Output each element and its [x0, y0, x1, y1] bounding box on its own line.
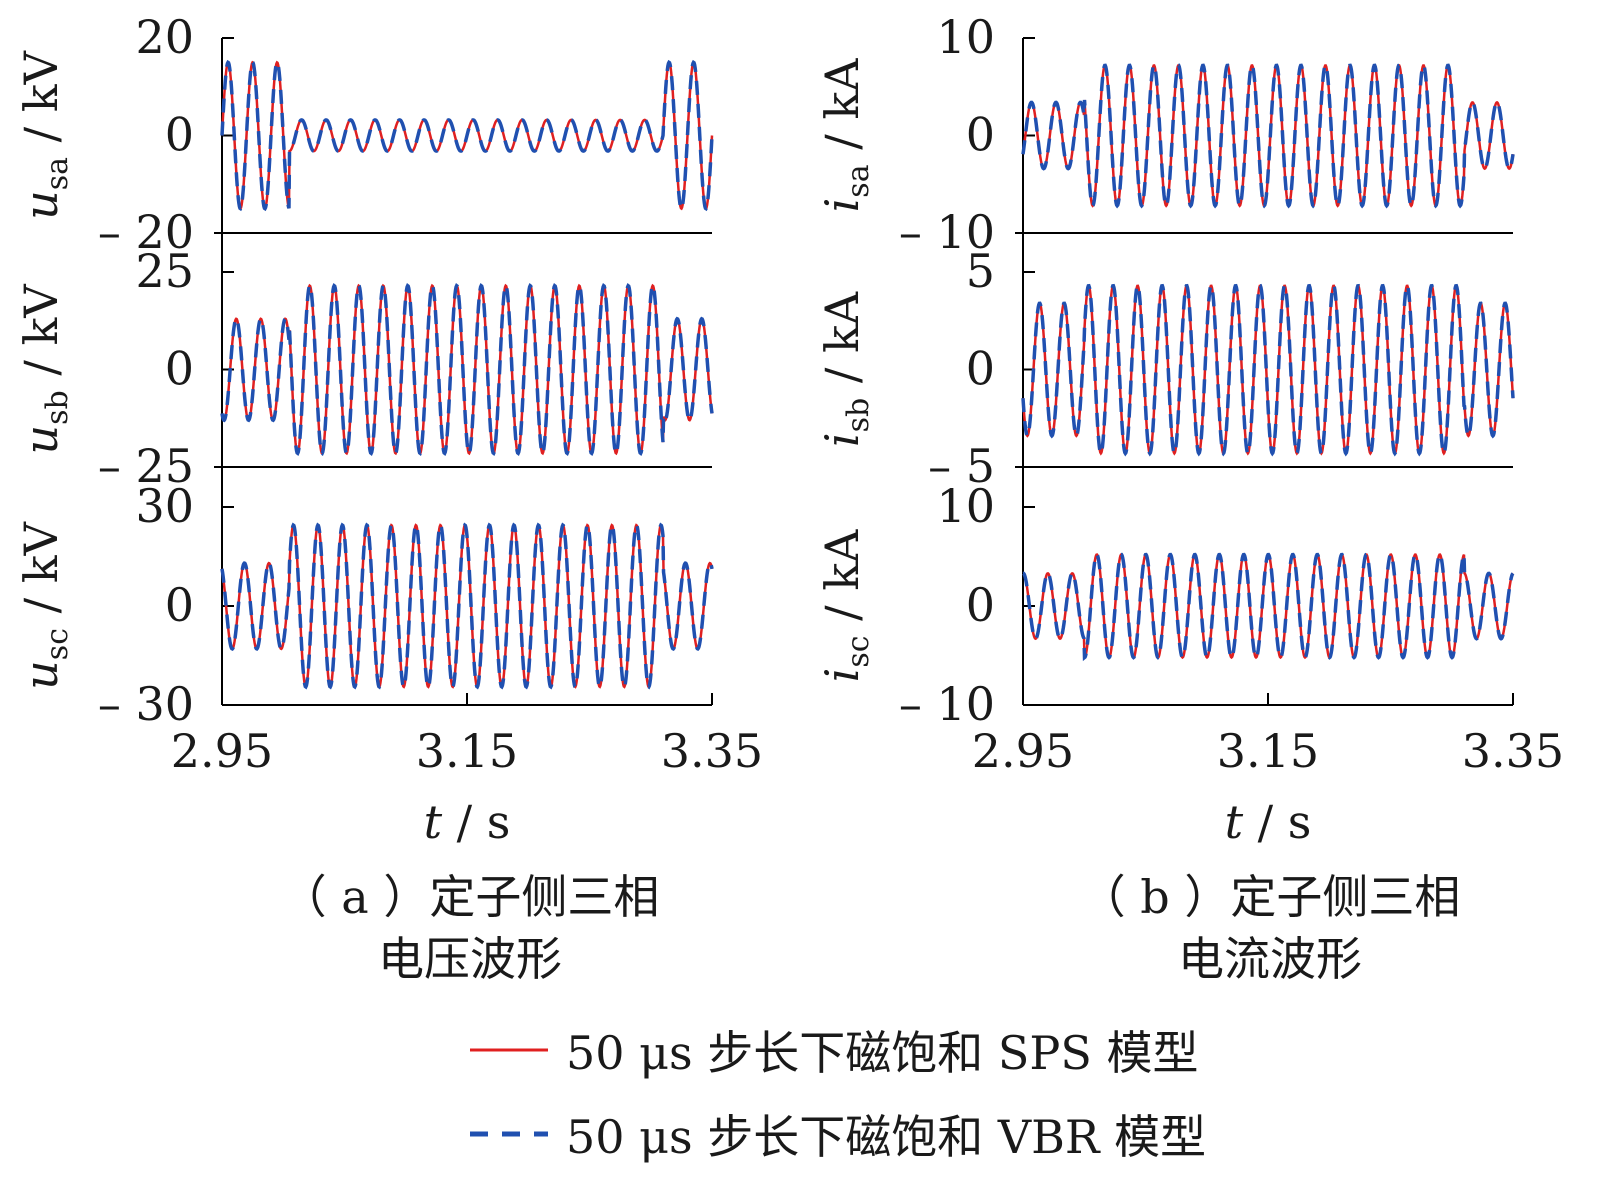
y-tick-label-b-0-2: – 10 — [899, 205, 995, 259]
caption-b-line1: （ b ）定子侧三相 — [1079, 870, 1461, 924]
series-sps-b-2 — [1022, 553, 1514, 661]
caption-b: （ b ）定子侧三相 电流波形 — [1020, 866, 1520, 990]
legend-item-vbr: 50 μs 步长下磁饱和 VBR 模型 — [470, 1104, 1206, 1164]
series-sps-b-0 — [1021, 64, 1515, 208]
x-tick-label-a-2: 3.35 — [661, 724, 763, 778]
y-tick-label-b-2-0: 10 — [936, 479, 995, 533]
legend-label-sps: 50 μs 步长下磁饱和 SPS 模型 — [566, 1026, 1199, 1080]
y-axis-label-a-1: usb / kV — [14, 284, 75, 455]
series-vbr-b-1 — [1021, 283, 1515, 457]
y-tick-label-a-0-1: 0 — [165, 108, 194, 162]
y-tick-label-a-2-2: – 30 — [98, 677, 194, 731]
x-tick-label-a-0: 2.95 — [171, 724, 273, 778]
legend-label-vbr: 50 μs 步长下磁饱和 VBR 模型 — [566, 1110, 1207, 1164]
y-tick-label-a-1-0: 25 — [135, 244, 194, 298]
y-axis-label-b-1: isb / kA — [815, 291, 876, 447]
caption-a: （ a ）定子侧三相 电压波形 — [220, 866, 720, 990]
y-tick-label-a-2-0: 30 — [135, 479, 194, 533]
series-vbr-a-0 — [220, 59, 714, 212]
series-vbr-a-2 — [220, 522, 714, 690]
y-tick-label-b-2-1: 0 — [966, 578, 995, 632]
x-axis-label-b: t / s — [1225, 795, 1312, 849]
y-tick-label-a-1-1: 0 — [165, 342, 194, 396]
x-tick-label-b-2: 3.35 — [1462, 724, 1564, 778]
series-vbr-a-1 — [220, 282, 714, 457]
y-tick-label-b-1-0: 5 — [966, 244, 995, 298]
y-tick-label-a-0-0: 20 — [135, 10, 194, 64]
y-tick-label-b-0-1: 0 — [966, 108, 995, 162]
y-tick-label-b-0-0: 10 — [936, 10, 995, 64]
y-tick-label-b-2-2: – 10 — [899, 677, 995, 731]
legend-item-sps: 50 μs 步长下磁饱和 SPS 模型 — [470, 1020, 1199, 1080]
x-axis-label-a: t / s — [424, 795, 511, 849]
caption-a-line2: 电压波形 — [378, 932, 562, 986]
legend-swatch-sps — [470, 1048, 548, 1052]
caption-b-line2: 电流波形 — [1178, 932, 1362, 986]
legend-swatch-vbr — [470, 1131, 548, 1137]
y-tick-label-a-2-1: 0 — [165, 578, 194, 632]
caption-a-line1: （ a ）定子侧三相 — [280, 870, 660, 924]
y-axis-label-b-0: isa / kA — [815, 58, 876, 213]
y-tick-label-a-1-2: – 25 — [98, 439, 194, 493]
y-axis-label-a-0: usa / kV — [14, 50, 75, 220]
y-axis-label-b-2: isc / kA — [815, 529, 876, 683]
y-tick-label-b-1-2: – 5 — [928, 439, 995, 493]
series-vbr-b-2 — [1022, 552, 1515, 662]
y-tick-label-a-0-2: – 20 — [98, 205, 194, 259]
series-vbr-b-0 — [1021, 63, 1515, 209]
y-axis-label-a-2: usc / kV — [14, 521, 75, 689]
x-tick-label-b-1: 3.15 — [1217, 724, 1319, 778]
x-tick-label-a-1: 3.15 — [416, 724, 518, 778]
x-tick-label-b-0: 2.95 — [972, 724, 1074, 778]
y-tick-label-b-1-1: 0 — [966, 342, 995, 396]
